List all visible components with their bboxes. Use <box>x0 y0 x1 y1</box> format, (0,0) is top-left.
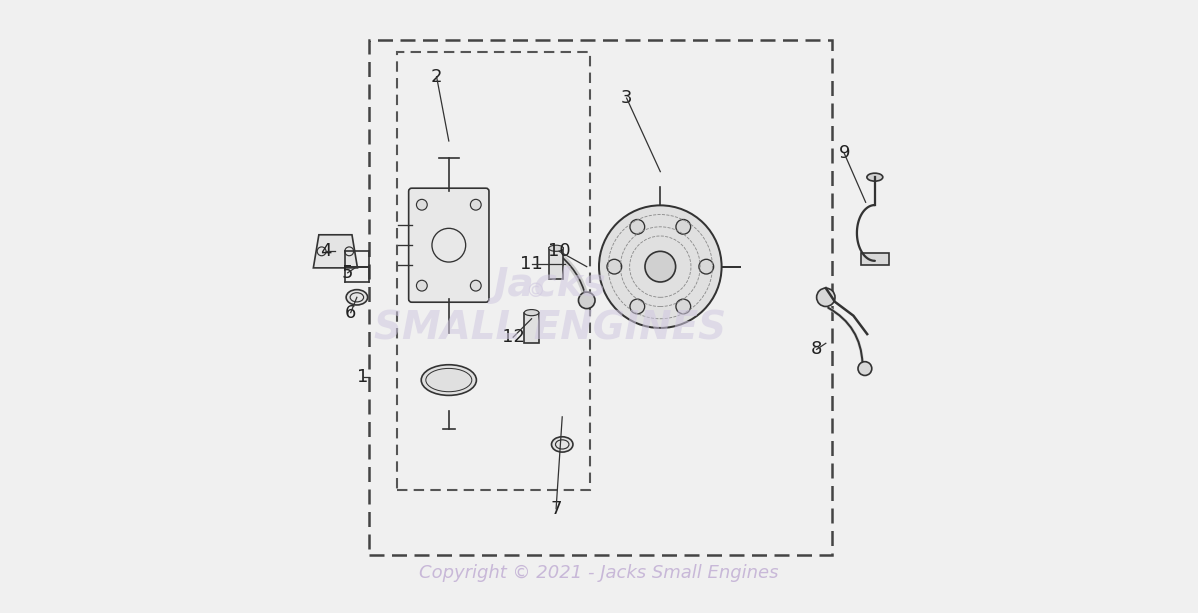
Text: ©: © <box>525 282 544 300</box>
Circle shape <box>599 205 721 328</box>
Circle shape <box>471 199 482 210</box>
Text: 8: 8 <box>811 340 822 359</box>
Text: 11: 11 <box>520 254 543 273</box>
Circle shape <box>579 292 595 309</box>
Text: 4: 4 <box>321 242 332 261</box>
Circle shape <box>858 362 872 376</box>
Circle shape <box>817 288 835 306</box>
Ellipse shape <box>551 436 573 452</box>
FancyBboxPatch shape <box>409 188 489 302</box>
Circle shape <box>417 280 428 291</box>
Text: 3: 3 <box>621 89 633 107</box>
Circle shape <box>630 299 645 314</box>
Bar <box>525 313 539 343</box>
Text: 2: 2 <box>431 67 442 86</box>
Circle shape <box>607 259 622 274</box>
Bar <box>549 248 563 279</box>
Text: 9: 9 <box>839 144 849 162</box>
Text: 12: 12 <box>502 328 525 346</box>
Bar <box>861 253 889 265</box>
FancyArrowPatch shape <box>828 308 863 364</box>
Text: 5: 5 <box>341 264 353 282</box>
Text: Jacks
SMALL ENGINES: Jacks SMALL ENGINES <box>374 265 726 348</box>
Circle shape <box>698 259 714 274</box>
Text: 6: 6 <box>345 303 357 322</box>
Text: 7: 7 <box>550 500 562 518</box>
Circle shape <box>676 219 690 234</box>
Ellipse shape <box>867 173 883 181</box>
Polygon shape <box>314 235 357 268</box>
Circle shape <box>676 299 690 314</box>
Circle shape <box>645 251 676 282</box>
Text: Copyright © 2021 - Jacks Small Engines: Copyright © 2021 - Jacks Small Engines <box>419 564 779 582</box>
Text: 10: 10 <box>547 242 570 261</box>
Ellipse shape <box>422 365 477 395</box>
Ellipse shape <box>525 310 539 316</box>
Circle shape <box>471 280 482 291</box>
Text: 1: 1 <box>357 368 369 386</box>
FancyArrowPatch shape <box>556 253 586 298</box>
Ellipse shape <box>346 290 368 305</box>
FancyArrowPatch shape <box>828 308 863 364</box>
Circle shape <box>417 199 428 210</box>
Circle shape <box>630 219 645 234</box>
Ellipse shape <box>549 245 563 251</box>
FancyArrowPatch shape <box>556 253 586 298</box>
